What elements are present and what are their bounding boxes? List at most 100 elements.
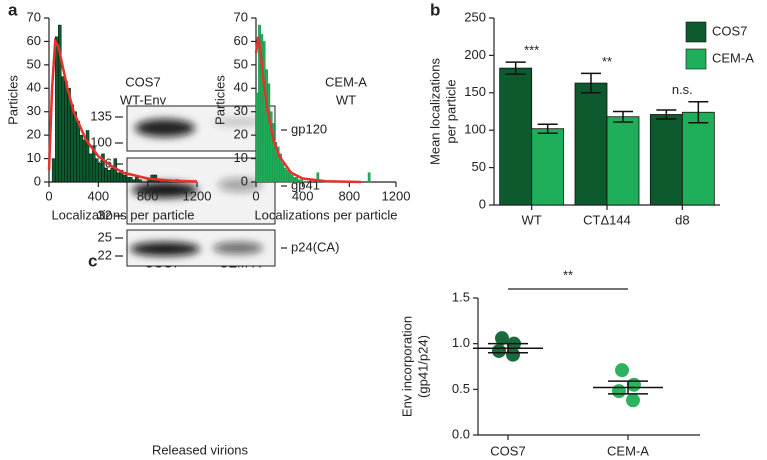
histogram-bar <box>82 139 87 183</box>
x-tick-label: 0 <box>252 188 259 203</box>
significance: n.s. <box>672 82 693 97</box>
y-tick-label: 1.5 <box>452 289 470 304</box>
histogram-bar <box>132 179 136 183</box>
y-tick-label: 0 <box>34 173 41 188</box>
error-bar <box>537 123 558 134</box>
sem-bar <box>608 380 648 395</box>
y-axis-label: per particle <box>443 79 458 143</box>
blot-band <box>213 242 263 254</box>
histogram-bar <box>297 179 301 183</box>
western-blot: COS7 CEM-A 135 100 46 32 25 22 <box>90 105 339 457</box>
bar <box>499 67 533 206</box>
fit-curve <box>254 36 362 184</box>
histogram-bar <box>79 134 84 183</box>
x-axis-label: Localizations per particle <box>254 207 397 222</box>
histogram-bar <box>107 170 111 183</box>
annotation: WT <box>336 92 356 107</box>
legend-label: COS7 <box>712 23 747 38</box>
data-point <box>615 363 629 378</box>
y-tick-label: 70 <box>27 9 41 24</box>
y-tick-label: 0.0 <box>452 426 470 441</box>
blot-caption: Released virions <box>152 442 249 457</box>
histogram-bar <box>95 158 99 183</box>
histogram-bar <box>64 81 68 183</box>
y-axis-label: (gp41/p24) <box>415 335 430 398</box>
x-axis-label: Localizations per particle <box>51 207 194 222</box>
y-tick-label: 0.5 <box>452 381 470 396</box>
bar <box>649 114 683 206</box>
blot-band <box>130 242 200 256</box>
marker-label: 32 <box>98 207 112 222</box>
error-bar <box>656 109 677 120</box>
histogram-bar <box>110 167 114 183</box>
bar <box>531 128 565 206</box>
histogram-bar <box>128 177 133 183</box>
histogram-bar <box>147 179 151 183</box>
data-point <box>492 343 506 358</box>
histogram-bar <box>73 111 77 183</box>
marker-label: 25 <box>98 229 112 244</box>
y-axis-label: Particles <box>5 75 20 125</box>
y-tick-label: 30 <box>234 103 248 118</box>
y-tick-label: 1.0 <box>452 335 470 350</box>
y-tick-label: 70 <box>234 9 248 24</box>
blot-band <box>132 182 198 198</box>
histogram-bar <box>104 167 108 183</box>
x-tick-label: WT <box>522 212 542 227</box>
panel-label: a <box>8 0 18 19</box>
legend-label: CEM-A <box>712 50 754 65</box>
histogram-bar <box>267 83 271 183</box>
y-tick-label: 150 <box>464 84 486 99</box>
histogram-bar <box>255 92 259 183</box>
histogram-bar <box>135 177 139 183</box>
y-tick-label: 10 <box>27 150 41 165</box>
histogram-bar <box>300 179 303 183</box>
y-axis-label: Mean localizations <box>427 58 442 165</box>
histogram-bar <box>51 158 56 183</box>
histogram-bar <box>262 41 266 183</box>
x-tick-label: 400 <box>292 188 314 203</box>
y-tick-label: 20 <box>27 127 41 142</box>
histogram-bar <box>61 76 65 183</box>
histogram-bar <box>54 36 59 183</box>
histogram-bar <box>70 104 74 183</box>
marker-label: 135 <box>90 108 112 123</box>
blot-band <box>213 118 263 126</box>
data-point <box>627 377 641 392</box>
significance: ** <box>563 267 573 282</box>
data-point <box>612 384 626 399</box>
significance: *** <box>524 43 539 58</box>
y-axis-label: Particles <box>212 75 227 125</box>
y-tick-label: 0 <box>479 196 486 211</box>
y-axis-label: Env incorporation <box>399 316 414 417</box>
y-tick-label: 50 <box>472 159 486 174</box>
x-tick-label: CTΔ144 <box>583 212 631 227</box>
histogram-bar <box>98 163 102 183</box>
y-tick-label: 100 <box>464 122 486 137</box>
legend-swatch <box>685 48 707 70</box>
histogram-bar <box>295 177 299 183</box>
blot-band <box>135 119 195 137</box>
panel-label: b <box>430 0 440 19</box>
significance: ** <box>602 54 612 69</box>
x-tick-label: 400 <box>87 188 109 203</box>
x-tick-label: 800 <box>137 188 159 203</box>
x-tick-label: d8 <box>675 212 689 227</box>
y-tick-label: 60 <box>27 33 41 48</box>
y-tick-label: 250 <box>464 9 486 24</box>
bar <box>681 111 715 206</box>
sem-bar <box>488 342 528 354</box>
y-tick-label: 10 <box>234 150 248 165</box>
y-tick-label: 200 <box>464 47 486 62</box>
data-point <box>495 331 509 346</box>
histogram-bar <box>125 177 130 183</box>
error-bar <box>688 101 709 124</box>
x-tick-label: 1200 <box>183 188 212 203</box>
histogram-bar <box>265 69 268 183</box>
histogram-bar <box>76 120 81 183</box>
y-tick-label: 50 <box>234 56 248 71</box>
panel-label: c <box>88 251 97 270</box>
y-tick-label: 50 <box>27 56 41 71</box>
annotation: WT-Env <box>120 92 167 107</box>
